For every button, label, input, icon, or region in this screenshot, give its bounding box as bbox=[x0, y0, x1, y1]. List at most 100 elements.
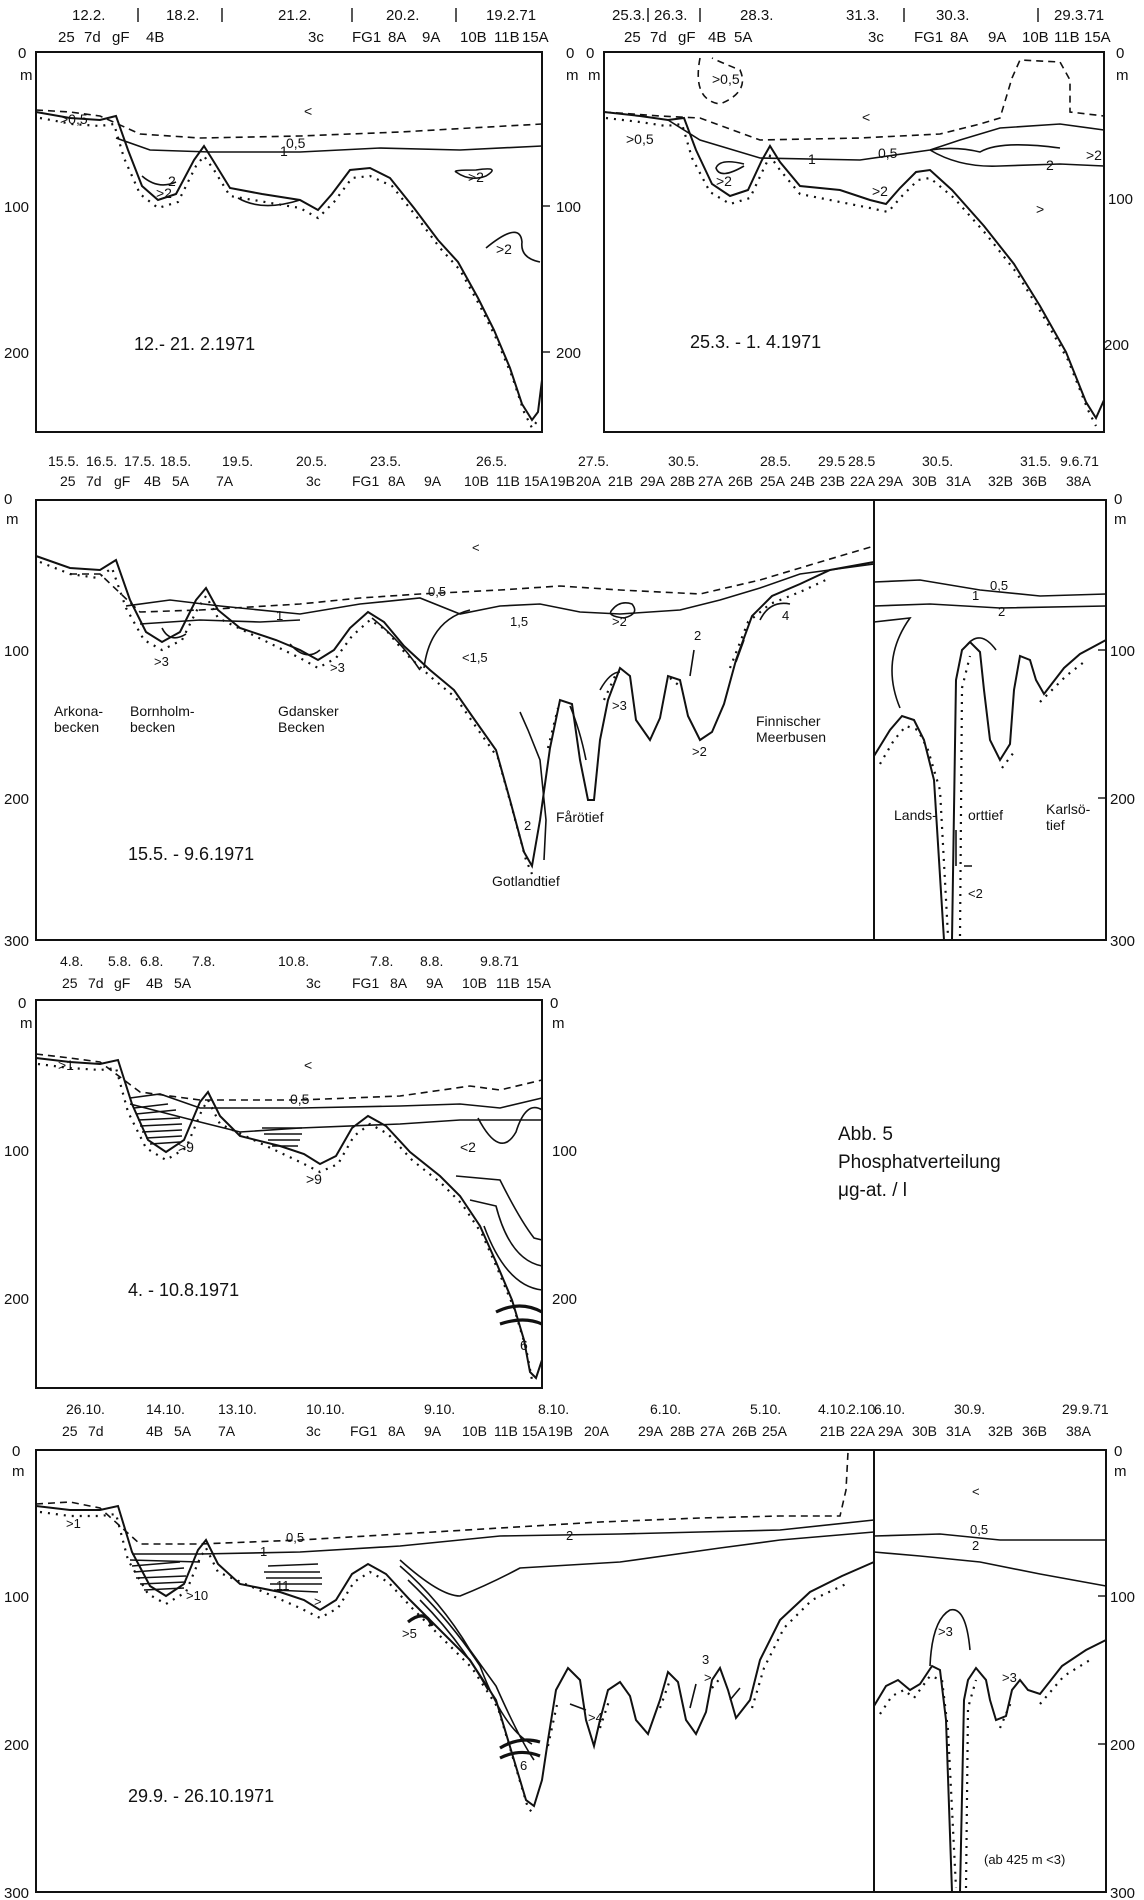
depth-unit: m bbox=[588, 67, 601, 84]
depth-unit: m bbox=[20, 1015, 33, 1032]
date-label: 31.5. bbox=[1020, 453, 1051, 469]
station-label: 3c bbox=[306, 975, 321, 991]
contour-label: 0,5 bbox=[990, 578, 1008, 593]
station-label: 15A bbox=[1084, 29, 1111, 46]
contour-label: >9 bbox=[306, 1171, 322, 1187]
depth-tick: 100 bbox=[1110, 643, 1135, 660]
station-label: FG1 bbox=[914, 29, 943, 46]
basin-label-bornholm: Bornholm-becken bbox=[130, 703, 195, 735]
contour-label: 1 bbox=[280, 143, 288, 159]
date-label: 28.5. bbox=[760, 453, 791, 469]
depth-tick: 200 bbox=[4, 1737, 29, 1754]
date-label: 23.5. bbox=[370, 453, 401, 469]
sea-floor bbox=[35, 111, 543, 422]
station-label: 19B bbox=[548, 1423, 573, 1439]
station-label: 15A bbox=[522, 29, 549, 46]
contour-label: >5 bbox=[402, 1626, 417, 1641]
depth-tick: 200 bbox=[552, 1291, 577, 1308]
depth-tick: 0 bbox=[566, 45, 574, 62]
depth-tick: 200 bbox=[1104, 337, 1129, 354]
contour-label: >2 bbox=[1086, 147, 1102, 163]
station-label: 20A bbox=[576, 473, 602, 489]
contour-label: < bbox=[304, 1057, 312, 1073]
date-label: 6.10. bbox=[650, 1401, 681, 1417]
date-label: 28.5 bbox=[848, 453, 875, 469]
basin-label-landsort-a: Lands- bbox=[894, 807, 937, 823]
basin-label-landsort-b: orttief bbox=[968, 807, 1003, 823]
date-label: 6.10. bbox=[874, 1401, 905, 1417]
station-label: gF bbox=[112, 29, 130, 46]
station-label: 4B bbox=[146, 1423, 163, 1439]
basin-label-arkona: Arkona-becken bbox=[54, 703, 103, 735]
station-label: 10B bbox=[460, 29, 487, 46]
contour-label: 2 bbox=[998, 604, 1005, 619]
contour-label: 2 bbox=[524, 818, 531, 833]
depth-tick: 0 bbox=[550, 995, 558, 1012]
contour-label: >2 bbox=[612, 614, 627, 629]
contour-label: >3 bbox=[938, 1624, 953, 1639]
date-label: 5.8. bbox=[108, 953, 131, 969]
station-label: 4B bbox=[146, 29, 164, 46]
station-label: 31A bbox=[946, 1423, 972, 1439]
contour-label: >2 bbox=[692, 744, 707, 759]
date-label: 28.3. bbox=[740, 7, 773, 24]
station-label: 15A bbox=[524, 473, 550, 489]
depth-unit: m bbox=[12, 1463, 25, 1480]
station-label: 25 bbox=[62, 1423, 78, 1439]
date-label: 18.5. bbox=[160, 453, 191, 469]
contour-label: 1 bbox=[260, 1544, 267, 1559]
depth-tick: 200 bbox=[4, 345, 29, 362]
depth-tick: 100 bbox=[4, 1589, 29, 1606]
station-label: 15A bbox=[526, 975, 552, 991]
station-label: 36B bbox=[1022, 1423, 1047, 1439]
panel-may-frame bbox=[35, 499, 1107, 941]
contour-label: >2 bbox=[872, 183, 888, 199]
contour-label: 2 bbox=[566, 1528, 573, 1543]
station-label: 7d bbox=[88, 1423, 104, 1439]
depth-tick: 100 bbox=[4, 1143, 29, 1160]
station-label: 9A bbox=[424, 1423, 442, 1439]
station-label: 10B bbox=[462, 1423, 487, 1439]
station-label: 9A bbox=[426, 975, 444, 991]
station-label: 7A bbox=[218, 1423, 236, 1439]
contour-label: 1 bbox=[972, 588, 979, 603]
date-label: 10.8. bbox=[278, 953, 309, 969]
date-label: 9.6.71 bbox=[1060, 453, 1099, 469]
station-label: 10B bbox=[1022, 29, 1049, 46]
date-label: 21.2. bbox=[278, 7, 311, 24]
station-label: 7d bbox=[84, 29, 101, 46]
date-label: 4.10. bbox=[818, 1401, 849, 1417]
contour-label: >0,5 bbox=[60, 111, 88, 127]
date-label: 12.2. bbox=[72, 7, 105, 24]
station-label: 23B bbox=[820, 473, 845, 489]
station-label: 5A bbox=[172, 473, 190, 489]
date-label: 5.10. bbox=[750, 1401, 781, 1417]
depth-unit: m bbox=[1114, 511, 1127, 528]
depth-note: (ab 425 m <3) bbox=[984, 1852, 1065, 1867]
depth-tick: 200 bbox=[4, 791, 29, 808]
date-label: 30.9. bbox=[954, 1401, 985, 1417]
station-label: 8A bbox=[388, 1423, 406, 1439]
station-label: 29A bbox=[640, 473, 666, 489]
period-label: 25.3. - 1. 4.1971 bbox=[690, 332, 821, 352]
station-label: 38A bbox=[1066, 1423, 1092, 1439]
figure-legend: Abb. 5 Phosphatverteilung μg-at. / l bbox=[838, 1124, 1001, 1201]
station-label: 3c bbox=[306, 1423, 321, 1439]
figure-title: Phosphatverteilung bbox=[838, 1152, 1001, 1173]
date-label: 26.3. bbox=[654, 7, 687, 24]
station-label: 32B bbox=[988, 473, 1013, 489]
date-label: 20.5. bbox=[296, 453, 327, 469]
date-label: 10.10. bbox=[306, 1401, 345, 1417]
date-label: 18.2. bbox=[166, 7, 199, 24]
station-label: 26B bbox=[728, 473, 753, 489]
station-label: 30B bbox=[912, 1423, 937, 1439]
contour-label: 1,5 bbox=[510, 614, 528, 629]
date-label: 26.5. bbox=[476, 453, 507, 469]
station-label: 9A bbox=[988, 29, 1006, 46]
depth-tick: 0 bbox=[18, 995, 26, 1012]
contour-label: >3 bbox=[1002, 1670, 1017, 1685]
basin-label-finnish-gulf: Finnischer Meerbusen bbox=[756, 713, 826, 745]
station-label: 11B bbox=[496, 975, 520, 991]
panel-oct-frame bbox=[35, 1449, 1107, 1893]
depth-tick: 0 bbox=[4, 491, 12, 508]
